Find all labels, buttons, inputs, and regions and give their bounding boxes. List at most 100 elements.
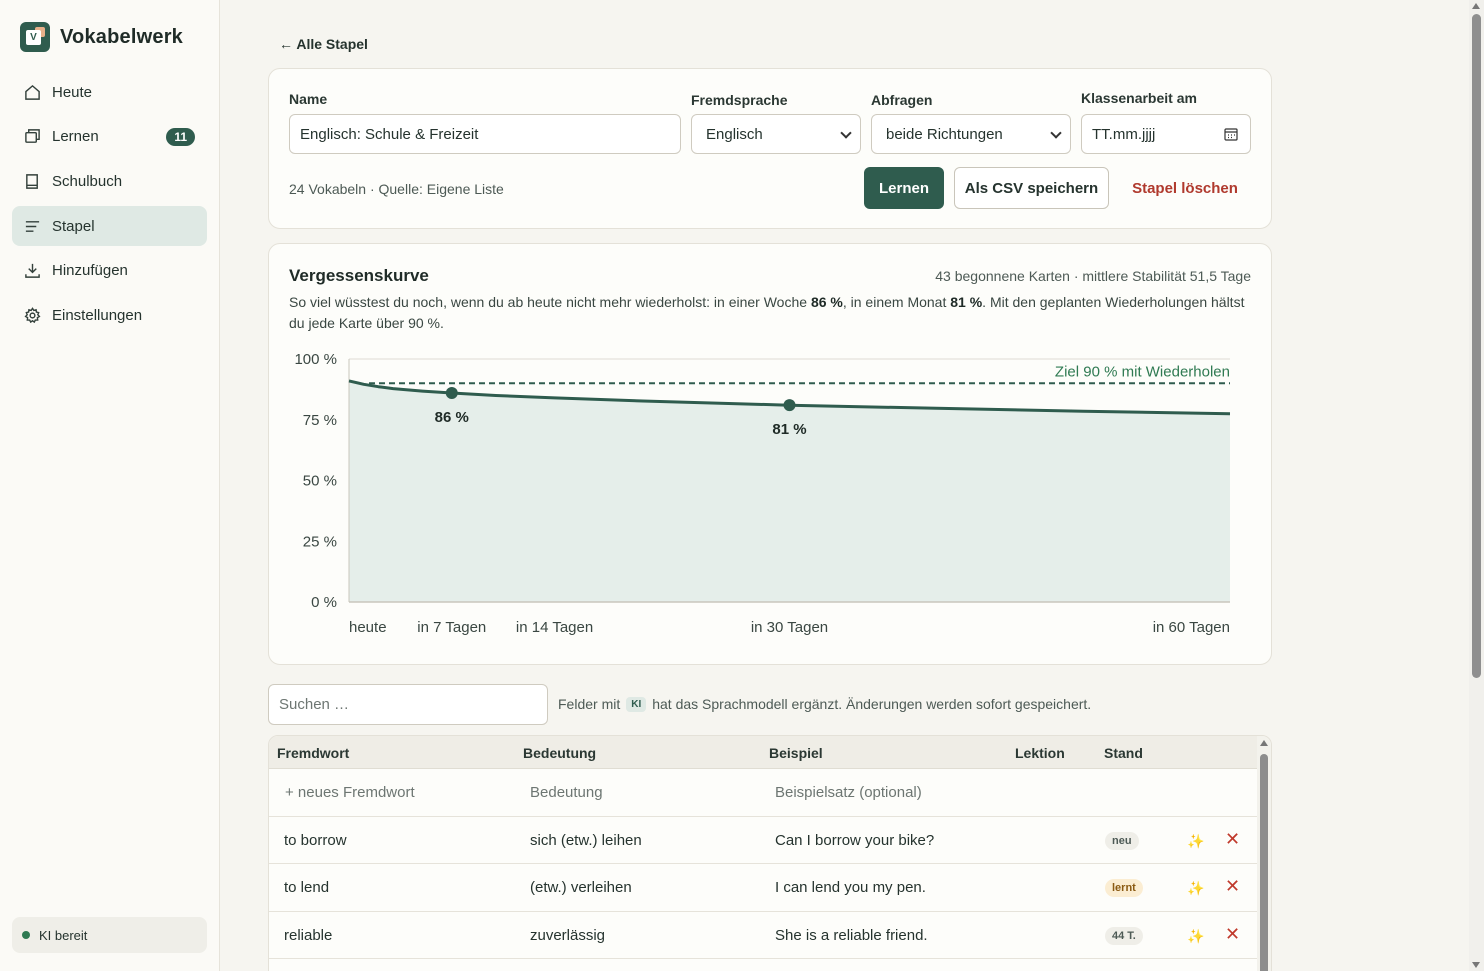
sidebar-item-label: Schulbuch	[52, 172, 123, 190]
sidebar-nav: Heute Lernen 11 Schulbuch Stapel Hinzufü…	[12, 72, 207, 340]
ki-status-label: KI bereit	[39, 927, 88, 943]
brand[interactable]: V Vokabelwerk	[20, 22, 183, 52]
ki-hint: Felder mit KI hat das Sprachmodell ergän…	[558, 696, 1091, 712]
y-tick-label: 100 %	[294, 351, 337, 368]
sidebar-item-schulbuch[interactable]: Schulbuch	[12, 161, 207, 201]
calendar-icon[interactable]	[1224, 127, 1238, 141]
language-select[interactable]: Englisch	[691, 114, 861, 154]
status-badge: 44 T.	[1105, 926, 1143, 945]
new-meaning-input[interactable]: Bedeutung	[530, 784, 603, 801]
data-point	[783, 399, 796, 412]
status-dot-icon	[22, 931, 30, 939]
deck-info: 24 Vokabeln · Quelle: Eigene Liste	[289, 181, 504, 197]
hint-text: Felder mit	[558, 696, 621, 712]
back-link[interactable]: ← Alle Stapel	[279, 36, 368, 52]
column-header[interactable]: Beispiel	[769, 745, 823, 761]
new-word-input[interactable]: + neues Fremdwort	[285, 784, 415, 801]
x-tick-label: heute	[349, 619, 387, 636]
sparkle-icon[interactable]: ✨	[1187, 832, 1205, 849]
curve-desc-week: 86 %	[810, 294, 843, 310]
data-label: 86 %	[435, 409, 469, 426]
sidebar-item-label: Heute	[52, 83, 93, 101]
chevron-down-icon	[1050, 127, 1062, 139]
curve-title: Vergessenskurve	[289, 266, 429, 285]
deck-name-input[interactable]: Englisch: Schule & Freizeit	[289, 114, 681, 154]
meaning-cell[interactable]: zuverlässig	[530, 926, 606, 944]
book-icon	[26, 174, 38, 189]
sidebar-item-heute[interactable]: Heute	[12, 72, 207, 112]
example-cell[interactable]: I can lend you my pen.	[775, 879, 926, 896]
sidebar-item-lernen[interactable]: Lernen 11	[12, 117, 207, 157]
meaning-cell[interactable]: (etw.) verleihen	[530, 879, 632, 896]
curve-line	[348, 379, 1231, 416]
gear-icon	[24, 307, 41, 324]
sparkle-icon[interactable]: ✨	[1187, 927, 1205, 944]
table-row: to borrow sich (etw.) leihen Can I borro…	[269, 817, 1271, 864]
ki-status: KI bereit	[12, 917, 207, 953]
csv-export-button[interactable]: Als CSV speichern	[954, 167, 1109, 209]
table-row: to lend (etw.) verleihen I can lend you …	[269, 864, 1271, 912]
vocab-table: Fremdwort Bedeutung Beispiel Lektion Sta…	[268, 735, 1272, 971]
example-cell[interactable]: Can I borrow your bike?	[775, 831, 935, 849]
scroll-down-icon[interactable]	[1472, 962, 1480, 968]
exam-date-input[interactable]: TT.mm.jjjj	[1081, 114, 1251, 154]
new-example-input[interactable]: Beispielsatz (optional)	[775, 784, 922, 801]
direction-select-value: beide Richtungen	[886, 125, 1003, 143]
x-tick-label: in 14 Tagen	[516, 619, 593, 636]
curve-description: So viel wüsstest du noch, wenn du ab heu…	[289, 292, 1254, 334]
scrollbar-thumb[interactable]	[1260, 754, 1268, 971]
list-icon	[25, 220, 40, 232]
delete-icon[interactable]: ✕	[1225, 828, 1241, 849]
lernen-count-badge: 11	[166, 127, 195, 146]
ki-chip: KI	[626, 696, 647, 712]
table-scrollbar[interactable]	[1257, 736, 1271, 971]
example-cell[interactable]: She is a reliable friend.	[775, 926, 928, 944]
column-header[interactable]: Fremdwort	[277, 745, 350, 761]
exam-date-placeholder: TT.mm.jjjj	[1092, 125, 1156, 143]
direction-select[interactable]: beide Richtungen	[871, 114, 1071, 154]
cards-icon	[25, 129, 40, 144]
curve-desc-month: 81 %	[950, 294, 983, 310]
page-scrollbar[interactable]	[1469, 0, 1484, 971]
data-label: 81 %	[772, 421, 806, 438]
home-icon	[25, 84, 40, 100]
learn-button[interactable]: Lernen	[864, 167, 944, 209]
curve-area	[349, 380, 1230, 602]
brand-name: Vokabelwerk	[60, 25, 184, 48]
column-header[interactable]: Stand	[1104, 745, 1143, 761]
table-row: reliable zuverlässig She is a reliable f…	[269, 912, 1271, 959]
y-tick-label: 50 %	[303, 473, 337, 490]
delete-icon[interactable]: ✕	[1225, 876, 1241, 896]
sparkle-icon[interactable]: ✨	[1187, 880, 1205, 896]
y-tick-label: 75 %	[303, 412, 337, 429]
sidebar-item-einstellungen[interactable]: Einstellungen	[12, 295, 207, 335]
column-header[interactable]: Lektion	[1015, 745, 1065, 761]
status-badge: neu	[1105, 831, 1139, 850]
status-badge: lernt	[1105, 879, 1143, 897]
table-header: Fremdwort Bedeutung Beispiel Lektion Sta…	[269, 736, 1271, 769]
sidebar-item-stapel[interactable]: Stapel	[12, 206, 207, 247]
deck-settings-card: Name Englisch: Schule & Freizeit Fremdsp…	[268, 68, 1272, 229]
x-tick-label: in 30 Tagen	[751, 619, 828, 636]
word-cell[interactable]: to borrow	[284, 831, 347, 849]
y-tick-label: 0 %	[311, 594, 337, 611]
hint-text: hat das Sprachmodell ergänzt. Änderungen…	[652, 696, 1092, 712]
word-cell[interactable]: to lend	[284, 879, 330, 896]
data-point	[445, 387, 458, 400]
meaning-cell[interactable]: sich (etw.) leihen	[530, 831, 642, 849]
scroll-up-icon[interactable]	[1472, 3, 1480, 9]
download-icon	[25, 264, 40, 279]
sidebar-item-label: Stapel	[52, 217, 95, 235]
sidebar-item-hinzufuegen[interactable]: Hinzufügen	[12, 251, 207, 291]
language-select-value: Englisch	[706, 125, 763, 143]
scroll-up-icon[interactable]	[1260, 740, 1268, 746]
y-tick-label: 25 %	[303, 533, 337, 550]
curve-desc-text: , in einem Monat	[842, 294, 951, 310]
scrollbar-thumb[interactable]	[1472, 14, 1481, 678]
delete-deck-button[interactable]: Stapel löschen	[1132, 179, 1238, 197]
forgetting-curve-card: Vergessenskurve 43 begonnene Karten · mi…	[268, 243, 1272, 665]
word-cell[interactable]: reliable	[284, 926, 333, 944]
delete-icon[interactable]: ✕	[1225, 923, 1241, 944]
search-input[interactable]: Suchen …	[268, 684, 548, 725]
column-header[interactable]: Bedeutung	[523, 745, 597, 761]
